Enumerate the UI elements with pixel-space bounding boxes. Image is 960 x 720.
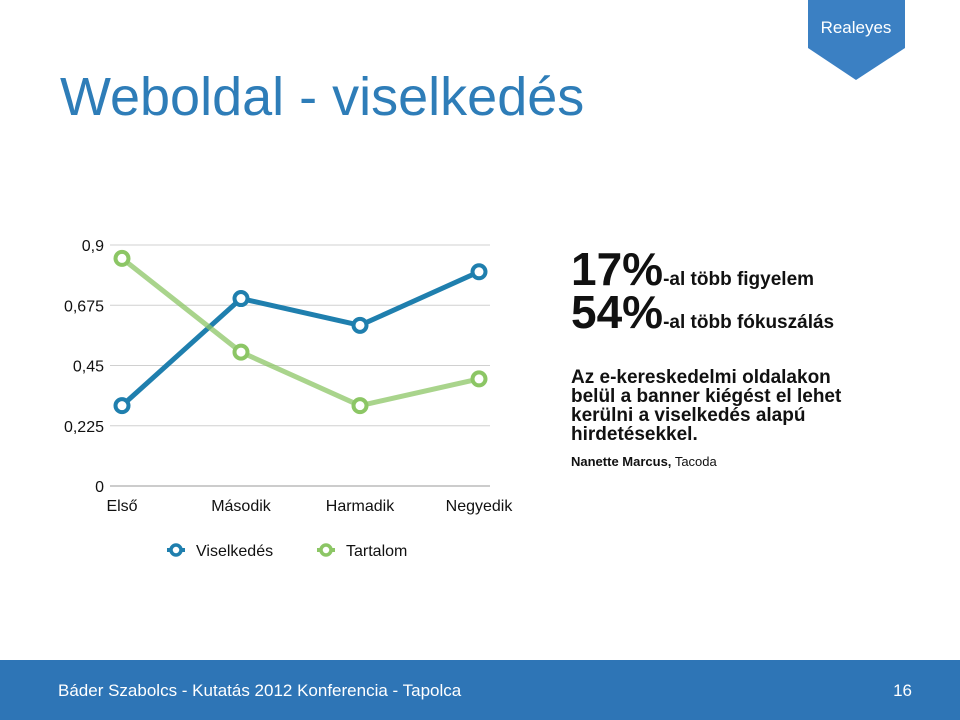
- data-point: [470, 263, 488, 281]
- data-point: [351, 397, 369, 415]
- quote-line: kerülni a viselkedés alapú: [571, 405, 805, 426]
- x-tick-label: Második: [211, 498, 272, 515]
- data-point: [232, 290, 250, 308]
- data-point: [232, 343, 250, 361]
- footer-bar: [0, 660, 960, 720]
- badge: [808, 0, 905, 80]
- badge-text: Realeyes: [821, 18, 892, 37]
- y-tick-label: 0,225: [64, 419, 104, 436]
- stat-figure: 54%: [571, 286, 663, 338]
- chart: 0 0,225 0,45 0,675 0,9 Első Második Harmadik Neg…: [64, 238, 513, 560]
- slide-title: Weboldal - viselkedés: [60, 67, 584, 127]
- stat-text: -al több fókuszálás: [663, 312, 834, 333]
- author-name: Nanette Marcus,: [571, 454, 671, 469]
- data-point: [113, 249, 131, 267]
- x-tick-label: Negyedik: [446, 498, 514, 515]
- author: Nanette Marcus, Tacoda: [571, 454, 718, 469]
- legend-label: Viselkedés: [196, 543, 273, 560]
- y-tick-label: 0: [95, 479, 104, 496]
- page-number: 16: [893, 681, 912, 700]
- stat-figure: 17%: [571, 243, 663, 295]
- y-tick-label: 0,675: [64, 298, 104, 315]
- legend-label: Tartalom: [346, 543, 407, 560]
- data-point: [470, 370, 488, 388]
- quote: Az e-kereskedelmi oldalakon belül a bann…: [571, 367, 842, 445]
- series-line: [120, 269, 481, 408]
- author-company: Tacoda: [675, 454, 718, 469]
- data-point: [351, 316, 369, 334]
- data-point: [113, 397, 131, 415]
- y-tick-label: 0,9: [82, 238, 104, 255]
- footer-text: Báder Szabolcs - Kutatás 2012 Konferenci…: [58, 681, 462, 700]
- series-line: [120, 256, 480, 409]
- legend-swatch: [169, 543, 183, 557]
- legend-swatch: [319, 543, 333, 557]
- stat-text: -al több figyelem: [663, 269, 814, 290]
- quote-line: hirdetésekkel.: [571, 424, 698, 445]
- stat: 17%-al több figyelem: [571, 243, 814, 295]
- x-tick-label: Harmadik: [326, 498, 395, 515]
- y-tick-label: 0,45: [73, 359, 104, 376]
- quote-line: Az e-kereskedelmi oldalakon: [571, 367, 831, 388]
- quote-line: belül a banner kiégést el lehet: [571, 386, 842, 407]
- stat: 54%-al több fókuszálás: [571, 286, 834, 338]
- x-tick-label: Első: [106, 498, 137, 515]
